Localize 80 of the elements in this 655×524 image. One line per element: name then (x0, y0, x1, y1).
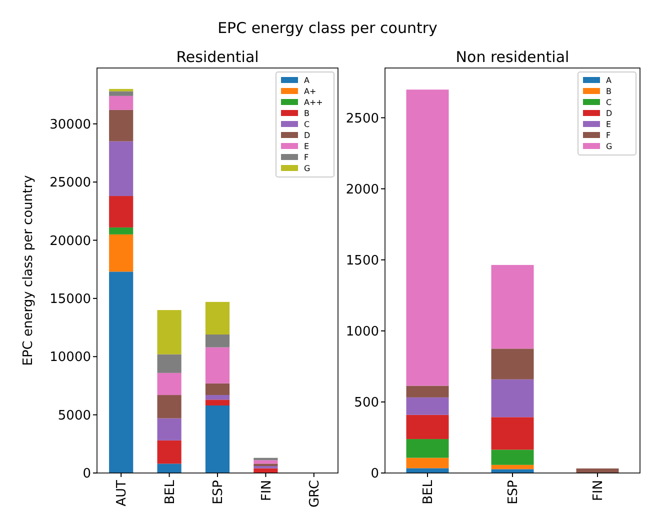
x-tick-label: GRC (307, 480, 322, 508)
y-tick-label: 0 (82, 466, 91, 482)
bar (157, 418, 182, 440)
legend-label: A (304, 76, 310, 85)
y-axis-title: EPC energy class per country (21, 174, 36, 366)
x-tick-label: BEL (421, 479, 436, 504)
bar (406, 458, 449, 468)
bar (109, 196, 134, 228)
bar (157, 372, 182, 396)
bar (109, 272, 134, 473)
bar (406, 468, 449, 473)
bar (406, 90, 449, 386)
bar (254, 460, 278, 464)
bar (109, 234, 134, 272)
y-tick-label: 30000 (50, 117, 91, 132)
legend-label: F (304, 153, 309, 162)
bar (205, 334, 230, 348)
bar (254, 464, 278, 466)
bar (205, 383, 230, 396)
y-tick-label: 0 (370, 466, 379, 482)
bar (157, 395, 182, 418)
legend-label: D (304, 131, 310, 140)
y-tick-label: 1000 (346, 324, 379, 340)
bar (109, 91, 134, 96)
legend-label: C (304, 120, 310, 129)
x-tick-label: FIN (591, 480, 606, 502)
bar (157, 464, 182, 473)
chart-title: EPC energy class per country (218, 19, 438, 37)
y-tick-label: 10000 (50, 350, 91, 366)
legend-label: A (606, 76, 612, 85)
bar (406, 414, 449, 440)
bar (109, 141, 134, 196)
chart-subtitle: Residential (176, 48, 259, 66)
legend-label: D (606, 109, 612, 118)
bar (157, 310, 182, 354)
bar (205, 406, 230, 473)
legend-label: C (606, 98, 612, 107)
y-tick-label: 2000 (346, 182, 379, 198)
y-tick-label: 1500 (346, 253, 379, 268)
y-tick-label: 2500 (346, 111, 379, 126)
legend-label: G (606, 142, 612, 151)
x-tick-label: FIN (259, 480, 274, 502)
bar (491, 417, 534, 450)
bar (406, 439, 449, 458)
bar (406, 397, 449, 415)
bar (491, 348, 534, 380)
y-tick-label: 20000 (50, 234, 91, 249)
x-tick-label: AUT (114, 480, 130, 506)
y-tick-label: 25000 (50, 176, 91, 191)
bar (157, 440, 182, 464)
legend-label: G (304, 164, 310, 173)
y-tick-label: 5000 (58, 408, 91, 424)
bar (205, 400, 230, 406)
legend-label: E (304, 142, 310, 151)
bar (491, 264, 534, 349)
x-tick-label: ESP (506, 480, 522, 504)
legend-label: F (606, 131, 611, 140)
chart-title: Non residential (456, 48, 570, 66)
bar (491, 450, 534, 465)
bar (109, 227, 134, 234)
bar (205, 302, 230, 335)
bar (491, 469, 534, 473)
x-tick-label: BEL (162, 479, 178, 504)
y-tick-label: 15000 (50, 292, 91, 307)
bar (157, 354, 182, 373)
legend-label: B (606, 87, 612, 96)
bar (109, 96, 134, 110)
bar (205, 347, 230, 384)
x-tick-label: ESP (211, 480, 226, 504)
y-tick-label: 500 (354, 395, 379, 410)
legend-label: E (606, 120, 612, 129)
legend-label: A+ (304, 87, 316, 96)
bar (109, 88, 134, 92)
bar (491, 379, 534, 418)
bar (205, 395, 230, 400)
bar (406, 386, 449, 398)
legend-label: B (304, 109, 310, 118)
legend-label: A++ (304, 98, 323, 107)
bar (491, 464, 534, 470)
bar (109, 110, 134, 142)
